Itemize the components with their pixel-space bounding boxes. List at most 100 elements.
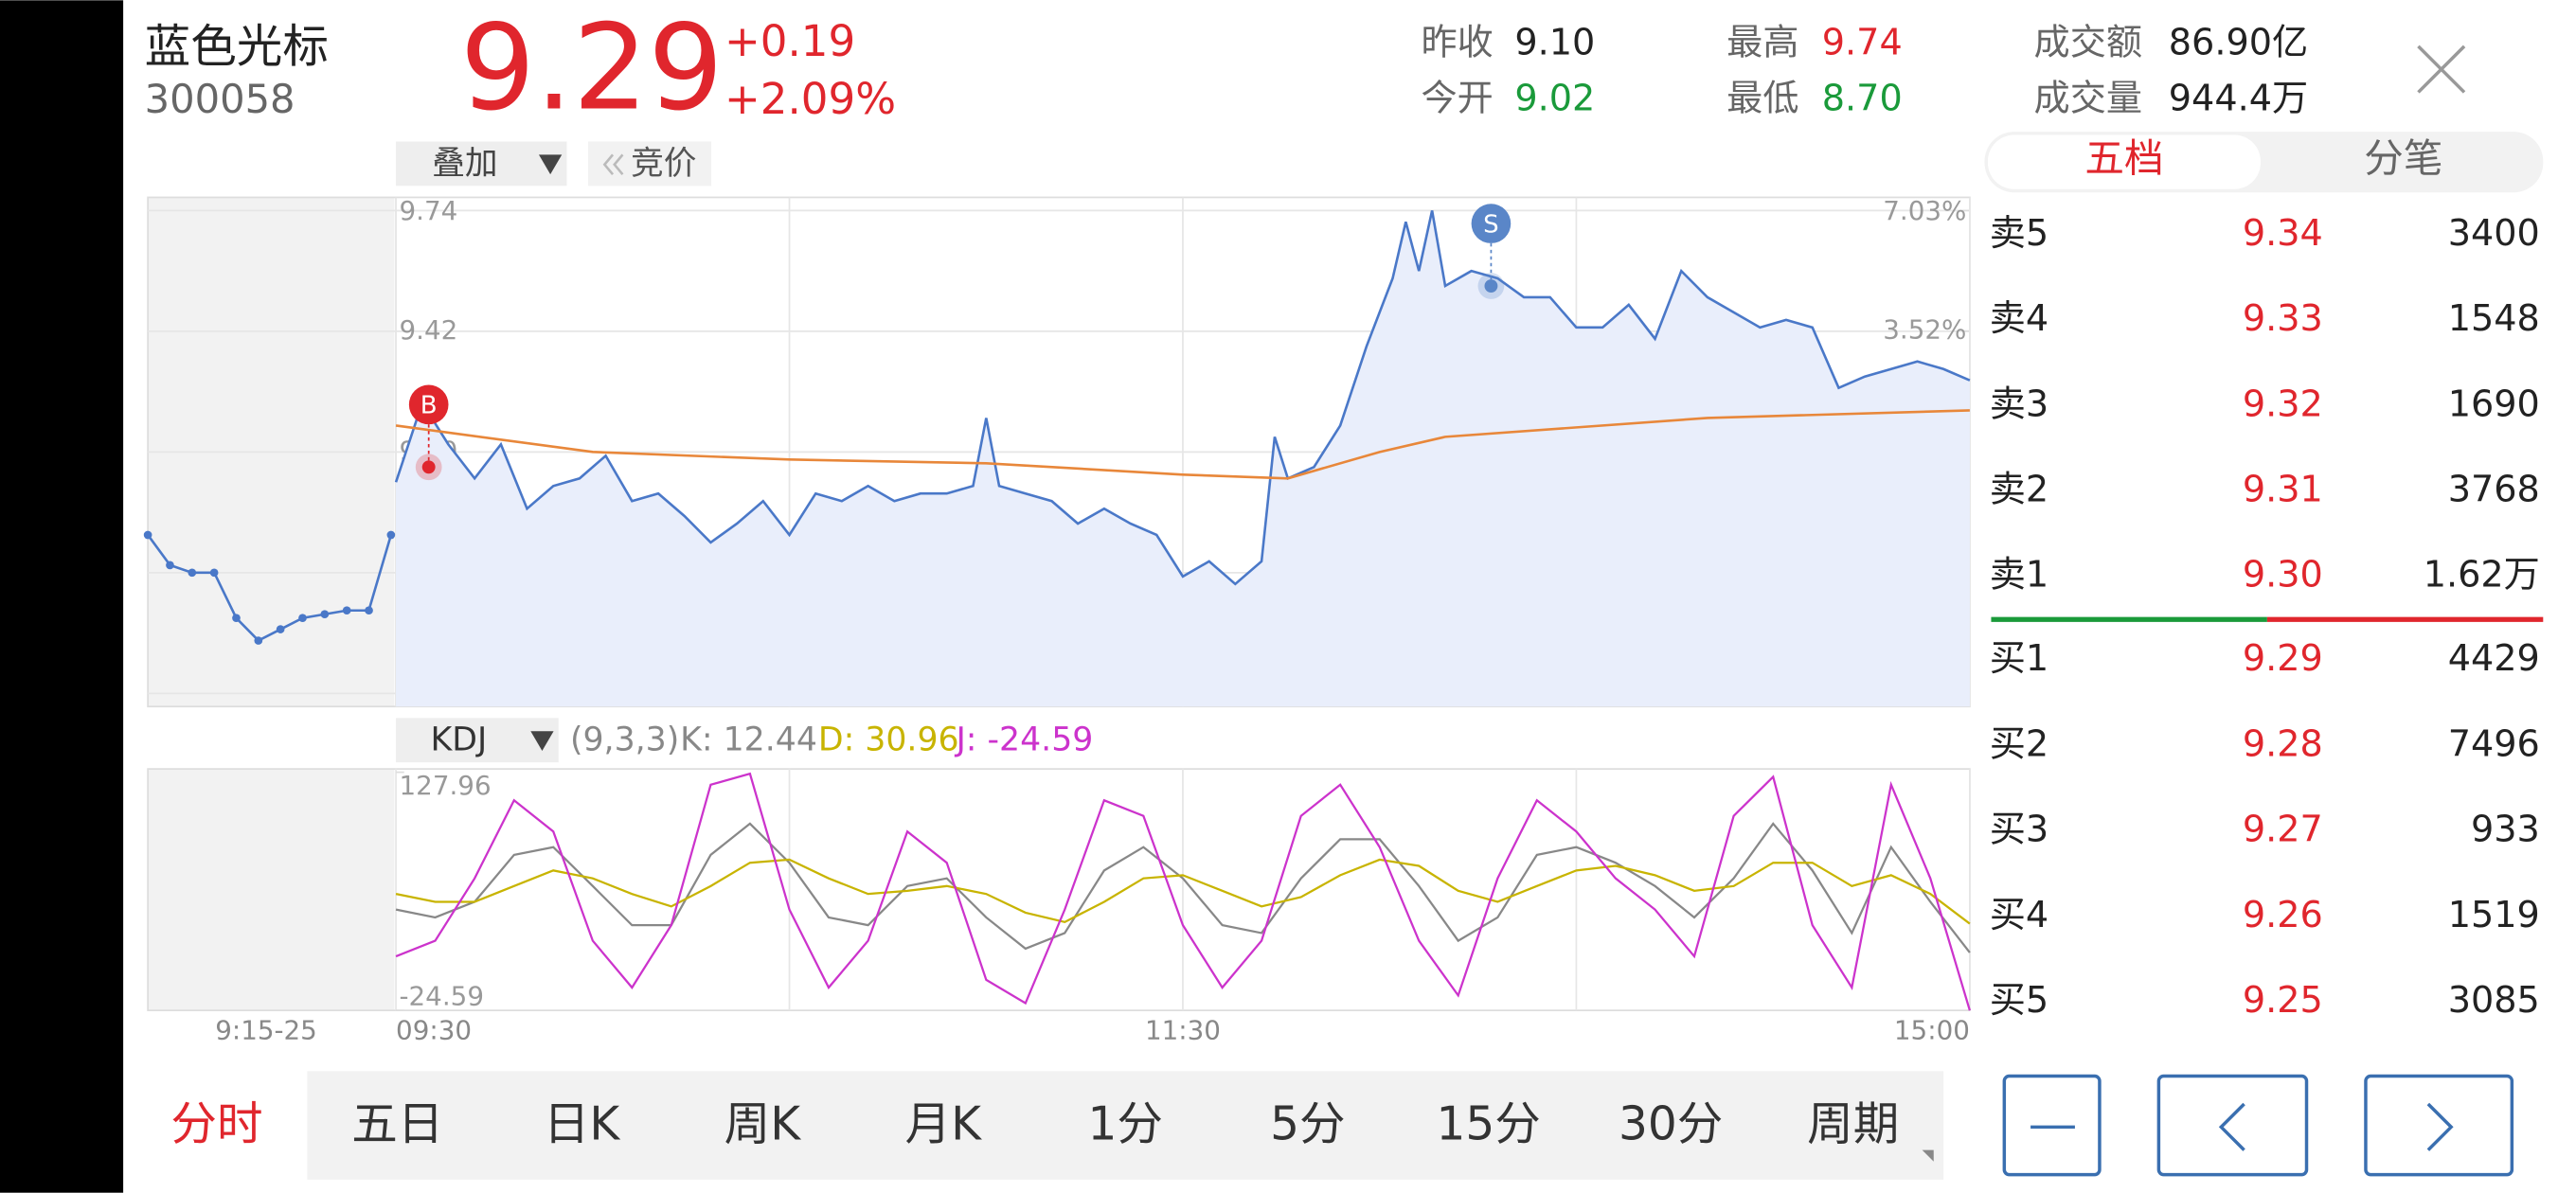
stat-value: 9.74 [1822,22,1903,63]
zoom-out-button[interactable] [2002,1074,2102,1177]
book-volume: 7496 [2448,722,2540,764]
book-tab-active[interactable] [1987,134,2261,189]
book-volume: 3400 [2448,212,2540,254]
book-volume: 1548 [2448,297,2540,339]
book-price: 9.28 [2243,722,2323,764]
toggle-label: 叠加 [432,145,497,183]
y2-tick-label: 7.03% [1883,195,1966,226]
auction-point [188,568,197,578]
book-price: 9.33 [2243,297,2323,339]
annotation-badge [408,384,449,425]
stock-code: 300058 [145,76,295,122]
period-tab[interactable]: 周期 [1807,1097,1899,1150]
x-tick-label: 15:00 [1894,1015,1970,1046]
period-tab[interactable]: 周K [724,1097,802,1150]
auction-point [232,614,241,622]
book-volume: 1.62万 [2424,554,2540,596]
book-volume: 3085 [2448,979,2540,1021]
stat-value: 944.4万 [2169,78,2308,119]
annotation-text: B [420,392,438,420]
book-label: 买2 [1990,722,2048,764]
auction-point [254,636,263,645]
book-price: 9.25 [2243,979,2323,1021]
book-volume: 3768 [2448,468,2540,509]
overlay-toggle[interactable]: 叠加 [396,141,567,187]
book-label: 买4 [1990,894,2048,935]
book-price: 9.32 [2243,383,2323,424]
change-pct: +2.09% [724,74,896,124]
annotation-badge [1471,204,1512,243]
tab-bar [307,1071,1944,1180]
price-line [394,210,1971,586]
next-icon [2426,1102,2454,1151]
x-tick-label: 11:30 [1145,1015,1221,1046]
auction-point [320,610,330,619]
prev-button[interactable] [2156,1074,2309,1177]
book-label: 卖5 [1990,212,2048,254]
period-tab[interactable]: 日K [544,1097,621,1150]
auction-point [342,606,351,615]
book-label: 卖4 [1990,297,2048,339]
stat-label: 今开 [1422,78,1494,119]
kdj-line [395,772,1971,1011]
book-tab[interactable]: 五档 [2084,134,2163,181]
average-line [395,409,1970,480]
stat-label: 最低 [1726,78,1798,119]
side-strip [0,0,124,1193]
book-label: 买1 [1990,637,2048,679]
stat-value: 86.90亿 [2169,22,2308,63]
book-label: 卖3 [1990,383,2048,424]
book-volume: 4429 [2448,637,2540,679]
period-tab[interactable]: 月K [905,1097,983,1150]
y-tick-label: 9.42 [400,314,458,346]
book-volume: 933 [2471,809,2540,850]
next-button[interactable] [2364,1074,2514,1177]
price-area [396,210,1970,707]
x-tick-label: 09:30 [396,1015,472,1046]
book-volume: 1519 [2448,894,2540,935]
kdj-selector[interactable]: KDJ [396,718,559,763]
y-tick-label: -24.59 [400,980,484,1011]
auction-point [166,561,174,570]
period-tab[interactable]: 1分 [1088,1097,1163,1150]
change: +0.19 [724,16,855,66]
auction-point [298,614,307,622]
book-volume: 1690 [2448,383,2540,424]
book-label: 卖1 [1990,554,2048,596]
book-price: 9.31 [2243,468,2323,509]
stat-value: 8.70 [1822,78,1903,119]
kdj-legend: K: 12.44 [680,721,817,759]
prev-icon [2218,1102,2245,1151]
kdj-params: (9,3,3) [570,721,679,759]
stat-value: 9.10 [1514,22,1595,63]
auction-point [143,530,152,540]
last-price: 9.29 [460,0,724,136]
kdj-title: KDJ [430,721,487,759]
book-label: 买5 [1990,979,2048,1021]
y-tick-label: 9.74 [400,195,458,226]
book-price: 9.30 [2243,554,2323,596]
y-tick-label: 127.96 [400,770,492,801]
period-tab[interactable]: 分时 [170,1097,262,1150]
book-price: 9.27 [2243,809,2323,850]
period-tab[interactable]: 5分 [1270,1097,1345,1150]
book-price: 9.34 [2243,212,2323,254]
order-book: 卖5 9.34 3400 卖4 9.33 1548 卖3 9.32 1690 卖2 9.31 3768… [1990,212,2540,1021]
book-tab[interactable]: 分笔 [2364,134,2442,181]
close-button[interactable] [2417,45,2466,94]
auction-point [276,625,285,633]
period-tab[interactable]: 五日 [351,1097,443,1150]
book-price: 9.26 [2243,894,2323,935]
book-label: 买3 [1990,809,2048,850]
auction-toggle[interactable]: 竞价 [588,141,712,187]
period-tab[interactable]: 30分 [1619,1097,1723,1150]
kdj-line [395,858,1971,925]
period-tabs: 分时 五日 日K 周K 月K 1分 5分 15分 30分 周期 [170,1097,1899,1150]
toggle-label: 竞价 [631,145,696,183]
kdj-legend: J: -24.59 [955,721,1094,759]
period-tab[interactable]: 15分 [1436,1097,1540,1150]
stat-value: 9.02 [1514,78,1595,119]
kdj-legend: D: 30.96 [818,721,959,759]
